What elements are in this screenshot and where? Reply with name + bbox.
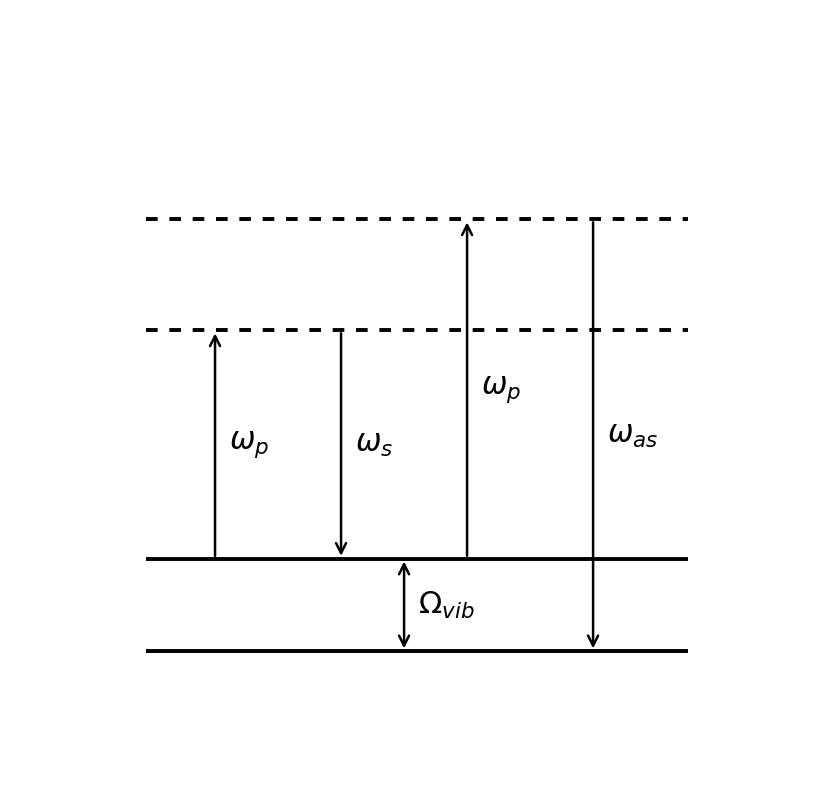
Text: $\omega_p$: $\omega_p$ — [481, 373, 521, 405]
Text: $\omega_{as}$: $\omega_{as}$ — [607, 421, 659, 450]
Text: $\omega_s$: $\omega_s$ — [355, 430, 393, 459]
Text: $\Omega_{vib}$: $\Omega_{vib}$ — [418, 590, 475, 621]
Text: $\omega_p$: $\omega_p$ — [229, 429, 269, 460]
